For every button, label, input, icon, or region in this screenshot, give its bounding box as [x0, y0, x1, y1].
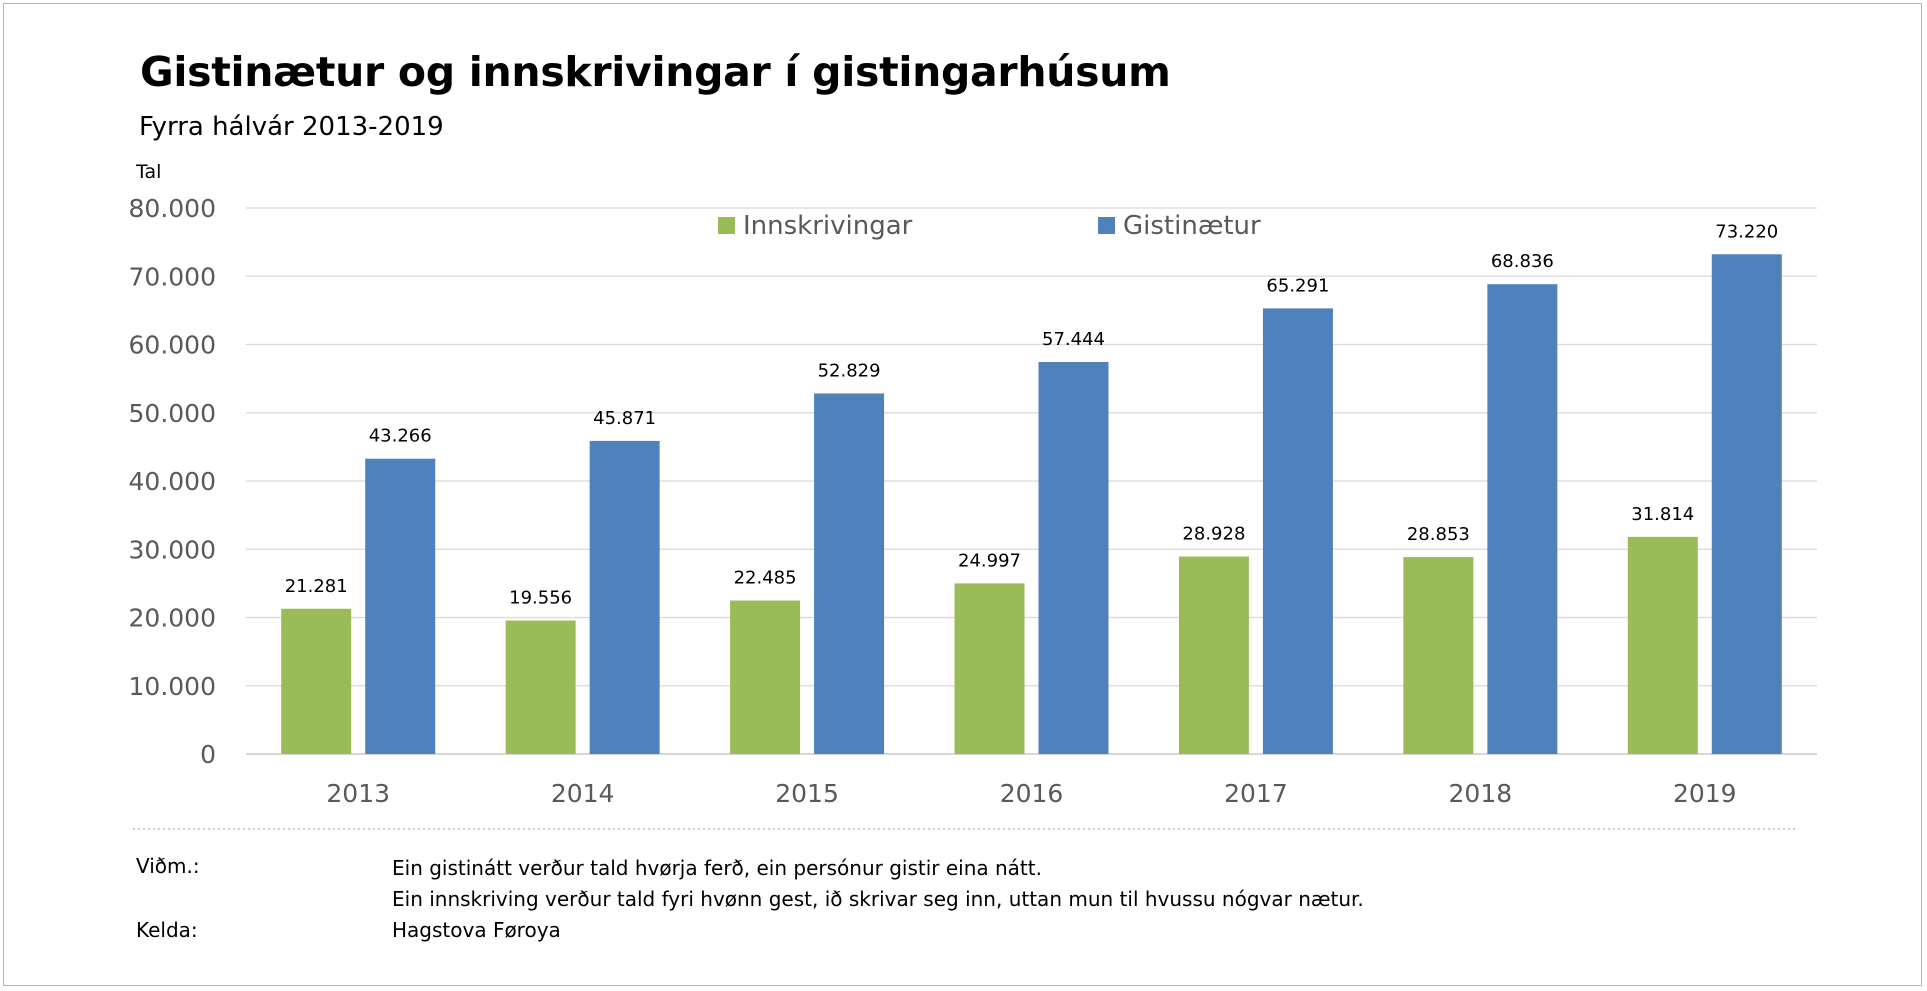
data-label: 19.556	[509, 588, 572, 609]
x-tick-label: 2018	[1449, 779, 1513, 808]
data-label: 52.829	[818, 360, 881, 381]
bar-innskrivingar-2016	[954, 583, 1025, 754]
data-label: 65.291	[1266, 275, 1329, 296]
bar-gistinætur-2015	[814, 393, 885, 754]
data-label: 43.266	[369, 426, 432, 447]
legend-swatch-gistinætur	[1098, 217, 1115, 234]
chart-title: Gistinætur og innskrivingar í gistingarh…	[140, 48, 1171, 96]
x-tick-label: 2013	[326, 779, 390, 808]
y-tick-label: 60.000	[129, 331, 216, 360]
data-label: 28.853	[1407, 524, 1470, 545]
data-label: 21.281	[285, 576, 348, 597]
data-label: 68.836	[1491, 251, 1554, 272]
bar-gistinætur-2018	[1487, 284, 1558, 754]
legend: Innskrivingar Gistinætur	[718, 211, 1261, 241]
y-tick-label: 10.000	[129, 672, 216, 701]
data-label: 45.871	[593, 408, 656, 429]
bar-innskrivingar-2018	[1403, 557, 1474, 754]
bar-innskrivingar-2017	[1178, 556, 1249, 754]
bar-innskrivingar-2013	[281, 608, 352, 754]
y-tick-label: 80.000	[129, 194, 216, 223]
x-tick-label: 2016	[1000, 779, 1064, 808]
y-tick-label: 20.000	[129, 604, 216, 633]
bar-data-labels: 21.281 43.266 19.556 45.871 22.485 52.829 24.9…	[285, 221, 1779, 608]
chart-subtitle: Fyrra hálvár 2013-2019	[139, 112, 444, 142]
bar-innskrivingar-2014	[505, 620, 576, 754]
y-tick-label: 30.000	[129, 535, 216, 564]
data-label: 24.997	[958, 550, 1021, 571]
data-label: 57.444	[1042, 329, 1105, 350]
gridlines	[246, 207, 1817, 755]
bars	[281, 254, 1782, 754]
data-label: 31.814	[1631, 504, 1694, 525]
bar-gistinætur-2017	[1262, 308, 1333, 754]
chart-frame	[3, 3, 1922, 986]
y-tick-label: 0	[200, 740, 216, 769]
legend-label: Gistinætur	[1123, 211, 1261, 241]
y-axis-ticks: 0 10.000 20.000 30.000 40.000 50.000 60.000 70.…	[129, 194, 216, 769]
x-axis-ticks: 2013 2014 2015 2016 2017 2018 2019	[326, 779, 1736, 808]
bar-gistinætur-2019	[1711, 254, 1782, 754]
data-label: 73.220	[1715, 221, 1778, 242]
legend-swatch-innskrivingar	[718, 217, 735, 234]
data-label: 28.928	[1182, 524, 1245, 545]
x-tick-label: 2014	[551, 779, 615, 808]
data-label: 22.485	[734, 568, 797, 589]
y-tick-label: 70.000	[129, 262, 216, 291]
bar-gistinætur-2016	[1038, 361, 1109, 754]
y-axis-unit-label: Tal	[136, 161, 162, 183]
x-tick-label: 2015	[775, 779, 839, 808]
legend-label: Innskrivingar	[743, 211, 913, 241]
y-tick-label: 40.000	[129, 467, 216, 496]
bar-gistinætur-2014	[589, 440, 660, 754]
x-tick-label: 2017	[1224, 779, 1288, 808]
bar-innskrivingar-2015	[730, 600, 801, 754]
bar-innskrivingar-2019	[1627, 536, 1698, 754]
x-tick-label: 2019	[1673, 779, 1737, 808]
y-tick-label: 50.000	[129, 399, 216, 428]
bar-gistinætur-2013	[365, 458, 436, 754]
